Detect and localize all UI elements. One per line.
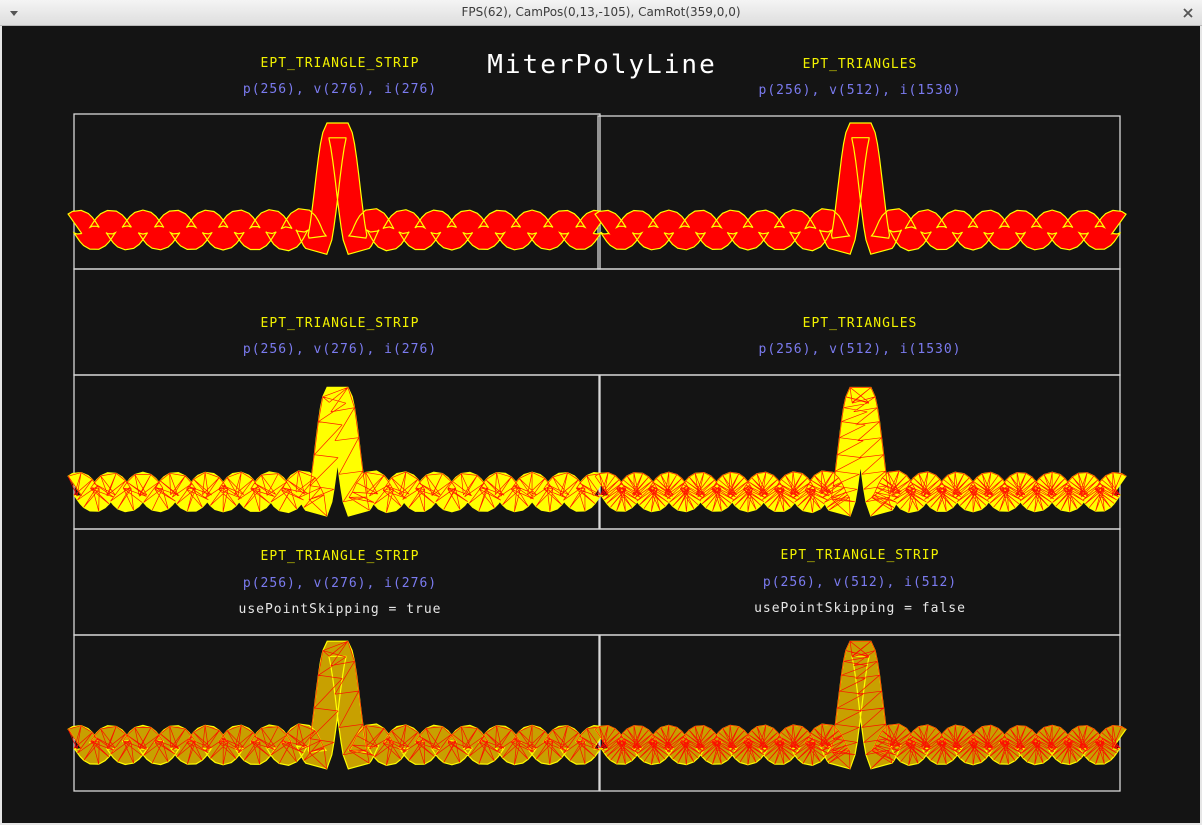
panel-frame-8 bbox=[599, 634, 1121, 792]
panel-frame-3 bbox=[73, 268, 1121, 376]
polyline-plot-1 bbox=[67, 122, 608, 256]
window-title: FPS(62), CamPos(0,13,-105), CamRot(359,0… bbox=[461, 5, 741, 19]
polyline-ribbon-1 bbox=[67, 122, 608, 256]
panel-frame-7 bbox=[73, 634, 600, 792]
polyline-plot-4 bbox=[594, 386, 1127, 517]
panel-frames bbox=[73, 113, 1121, 792]
chevron-down-icon[interactable] bbox=[6, 5, 22, 21]
panel-2-stats: p(256), v(512), i(1530) bbox=[758, 83, 962, 98]
panel-5-note: usePointSkipping = true bbox=[238, 602, 442, 617]
panel-4-mode: EPT_TRIANGLES bbox=[802, 316, 918, 331]
scene-heading: MiterPolyLine bbox=[487, 50, 717, 80]
close-icon[interactable] bbox=[1180, 5, 1196, 21]
wireframe-3 bbox=[67, 387, 603, 517]
polyline-plot-6 bbox=[594, 640, 1127, 770]
wireframe-4 bbox=[594, 386, 1127, 517]
wireframe-5 bbox=[67, 640, 603, 770]
panel-3-mode: EPT_TRIANGLE_STRIP bbox=[260, 316, 420, 331]
panel-1-mode: EPT_TRIANGLE_STRIP bbox=[260, 56, 420, 71]
panel-frame-6 bbox=[73, 528, 1121, 636]
panel-6-note: usePointSkipping = false bbox=[754, 601, 966, 616]
polyline-ribbon-2 bbox=[594, 122, 1127, 255]
scene-svg bbox=[67, 113, 1127, 792]
wireframe-6 bbox=[594, 640, 1127, 770]
panel-4-stats: p(256), v(512), i(1530) bbox=[758, 342, 962, 357]
render-viewport[interactable]: MiterPolyLine EPT_TRIANGLE_STRIP p(256),… bbox=[2, 26, 1200, 823]
panel-1-stats: p(256), v(276), i(276) bbox=[242, 82, 438, 97]
polyline-ribbon-5 bbox=[67, 640, 608, 770]
panel-6-mode: EPT_TRIANGLE_STRIP bbox=[780, 548, 940, 563]
polyline-curves bbox=[67, 122, 1127, 770]
polyline-ribbon-6 bbox=[594, 640, 1127, 770]
title-bar: FPS(62), CamPos(0,13,-105), CamRot(359,0… bbox=[0, 0, 1202, 26]
panel-6-stats: p(256), v(512), i(512) bbox=[762, 575, 958, 590]
polyline-plot-2 bbox=[594, 122, 1127, 255]
panel-3-stats: p(256), v(276), i(276) bbox=[242, 342, 438, 357]
polyline-ribbon-3 bbox=[67, 386, 608, 517]
panel-5-stats: p(256), v(276), i(276) bbox=[242, 576, 438, 591]
panel-5-mode: EPT_TRIANGLE_STRIP bbox=[260, 549, 420, 564]
polyline-plot-3 bbox=[67, 386, 608, 517]
polyline-plot-5 bbox=[67, 640, 608, 770]
panel-2-mode: EPT_TRIANGLES bbox=[802, 57, 918, 72]
